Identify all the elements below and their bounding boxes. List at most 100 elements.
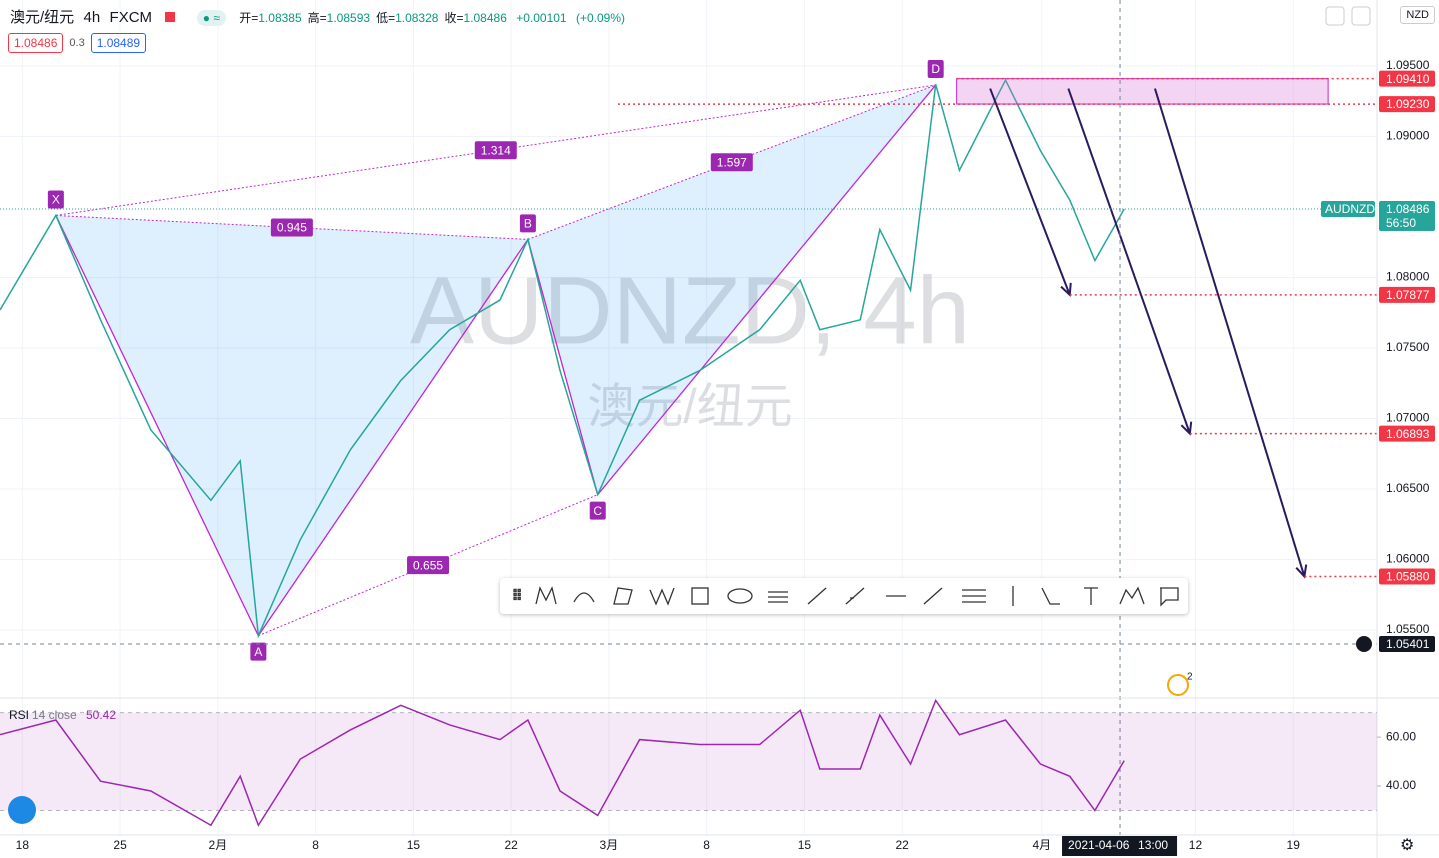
rsi-last: 50.42 (86, 708, 116, 722)
x-tick-label: 8 (312, 838, 319, 852)
point-label: D (931, 62, 940, 76)
series-line (0, 698, 1125, 827)
spread: 0.3 (69, 37, 85, 49)
ohlc-value: 1.08328 (395, 11, 439, 25)
tool-angle[interactable] (1041, 587, 1060, 605)
series-line (0, 78, 1125, 639)
rsi-tick-label: 60.00 (1386, 729, 1416, 743)
pattern-leg (55, 215, 259, 636)
ratio-box (710, 153, 753, 172)
time-tag (1062, 836, 1178, 856)
pattern-leg (597, 84, 937, 496)
price-tag-label: 1.05880 (1386, 570, 1430, 584)
tool-text[interactable] (1084, 587, 1098, 605)
tool-headshoulders[interactable] (613, 587, 633, 605)
change: +0.00101 (516, 11, 567, 25)
x-tick-label: 3月 (600, 838, 619, 852)
toolbar-icons: ⠿ (511, 586, 1179, 607)
target-arrow (1067, 88, 1191, 434)
add-alert[interactable] (1356, 635, 1372, 652)
tool-abcd[interactable] (649, 587, 675, 606)
x-tick-label: 19 (1287, 838, 1301, 852)
last-price-tag (1379, 200, 1435, 231)
ratio-label: 0.945 (277, 221, 307, 235)
y-tick-label: 1.05500 (1386, 622, 1430, 636)
ratio-box (474, 141, 517, 160)
x-tick-label: 22 (895, 838, 909, 852)
y-tick-label: 1.06000 (1386, 552, 1430, 566)
ask[interactable]: 1.08489 (90, 33, 147, 53)
y-tick-label: 1.09500 (1386, 58, 1430, 72)
price-tag (1379, 425, 1435, 442)
pattern-fill (527, 85, 936, 495)
x-tick-label: 8 (703, 838, 710, 852)
logo (8, 796, 36, 824)
time-hour: 13:00 (1138, 838, 1168, 852)
badge-icon[interactable] (1167, 674, 1189, 696)
arrow-head (1180, 421, 1193, 436)
tool-arrow[interactable] (923, 587, 943, 605)
price-tag-label: 1.06893 (1386, 427, 1430, 441)
point-box (927, 60, 944, 79)
tool-elliott[interactable] (727, 588, 753, 604)
x-tick-label: 18 (16, 838, 30, 852)
y-tick-label: 1.07500 (1386, 340, 1430, 354)
tool-xabcd[interactable] (535, 586, 557, 605)
tool-cypher[interactable] (573, 592, 595, 603)
point-box (47, 190, 64, 209)
x-tick-label: 25 (113, 838, 127, 852)
legend-header: 澳元/纽元 4h FXCM ● ≈ 开=1.08385 高=1.08593 低=1.… (10, 6, 631, 27)
price-tag (1379, 286, 1435, 303)
ratio-label: 1.597 (717, 155, 747, 169)
bid-ask: 1.08486 0.3 1.08489 (8, 33, 147, 53)
crosshair-tag (1379, 635, 1435, 652)
zone (956, 78, 1329, 105)
watermark-sub: 澳元/纽元 (587, 381, 792, 434)
tool-triangle[interactable] (691, 587, 709, 605)
symbol[interactable]: 澳元/纽元 (10, 9, 75, 26)
crosshair-price: 1.05401 (1386, 637, 1430, 651)
tool-trend[interactable] (807, 587, 827, 605)
tool-fib[interactable] (962, 589, 986, 603)
symbol-tag (1321, 200, 1375, 217)
ohlc-value: 1.08486 (463, 11, 507, 25)
countdown: 56:50 (1386, 216, 1416, 230)
rsi-band (0, 712, 1377, 811)
bid[interactable]: 1.08486 (8, 33, 64, 53)
fullscreen-btn[interactable] (1351, 6, 1371, 26)
y-tick-label: 1.07000 (1386, 411, 1430, 425)
tool-ray[interactable] (845, 587, 865, 605)
settings: ⚙ (1400, 837, 1414, 854)
scroll-btn[interactable] (1325, 6, 1345, 26)
ohlc-value: 1.08385 (258, 11, 302, 25)
ohlc-label: 收= (444, 11, 464, 25)
target-arrow (1153, 88, 1306, 577)
pattern-leg (527, 239, 599, 495)
x-tick-label: 4月 (1032, 838, 1051, 852)
status[interactable]: ● ≈ (196, 10, 226, 26)
point-box (519, 214, 536, 233)
source: FXCM (109, 9, 153, 26)
ohlc-label: 开= (239, 11, 259, 25)
point-label: C (593, 504, 602, 518)
flag[interactable] (165, 12, 176, 22)
rsi-tick-label: 40.00 (1386, 778, 1416, 792)
currency[interactable]: NZD (1400, 6, 1435, 24)
x-tick-label: 12 (1189, 838, 1203, 852)
tool-callout[interactable] (1160, 587, 1179, 607)
price-tag-label: 1.09410 (1386, 72, 1430, 86)
interval[interactable]: 4h (83, 9, 101, 26)
y-tick-label: 1.08000 (1386, 270, 1430, 284)
ratio-box (407, 556, 450, 575)
drawing-toolbar: ⠿ (500, 578, 1188, 614)
point-label: B (524, 217, 532, 231)
pattern-leg (258, 494, 598, 637)
tool-pattern[interactable] (1119, 586, 1145, 605)
ratio-label: 1.314 (481, 143, 511, 157)
y-tick-label: 1.09000 (1386, 129, 1430, 143)
tool-cycle[interactable] (768, 591, 788, 603)
price-tag-label: 1.09230 (1386, 97, 1430, 111)
point-label: A (254, 645, 262, 659)
